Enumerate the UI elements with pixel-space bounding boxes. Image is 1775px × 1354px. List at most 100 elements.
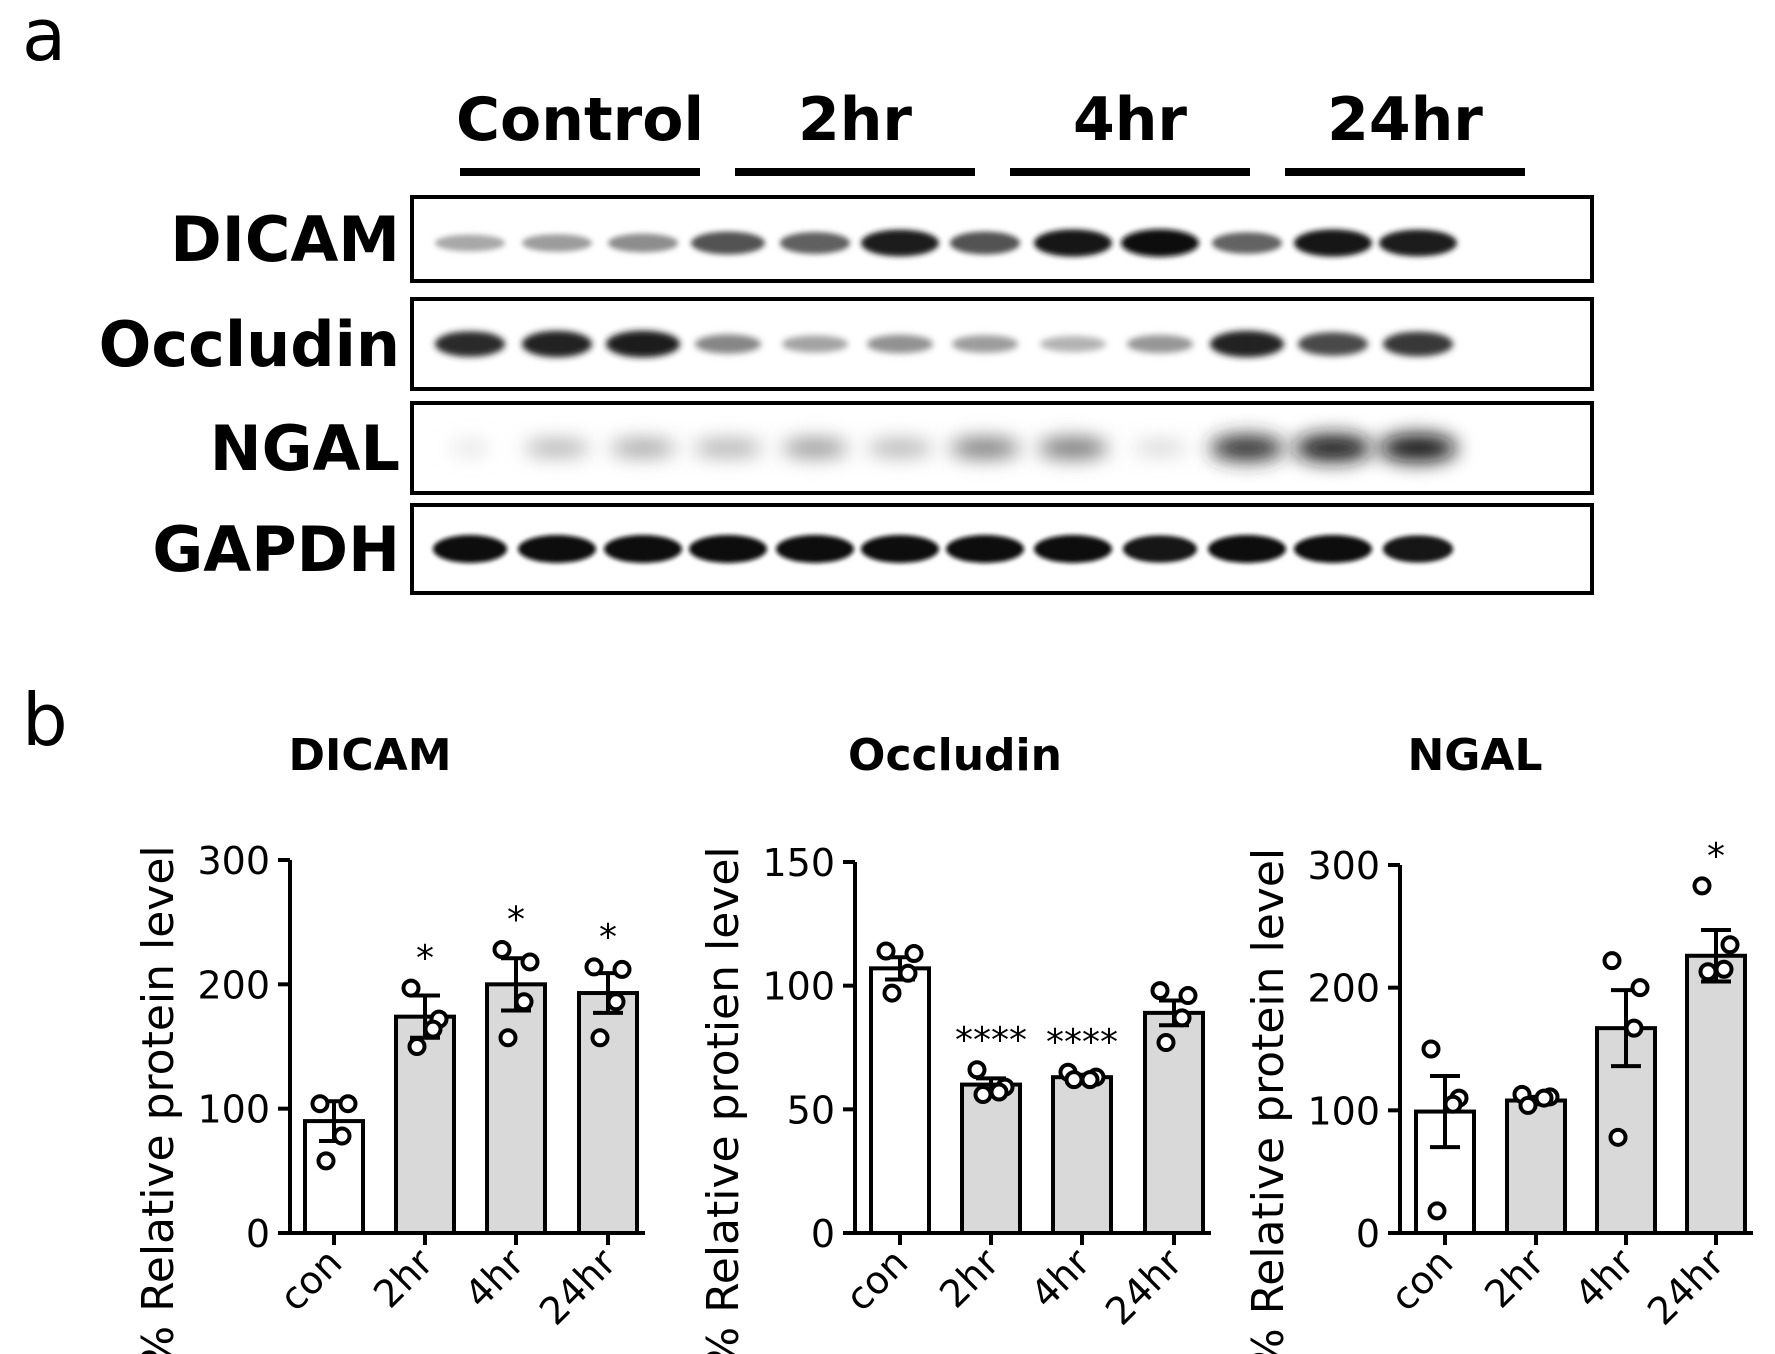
data-point: [904, 944, 924, 964]
data-point: [1608, 1127, 1628, 1147]
data-point: [606, 992, 626, 1012]
data-point: [407, 1037, 427, 1056]
blot-row-label: GAPDH: [152, 513, 400, 586]
chart-dicam: DICAM % Relative protein level 0 100 200 300 c…: [133, 730, 645, 1354]
bar: [1685, 953, 1747, 1235]
blot-band: [1209, 330, 1285, 358]
blot-band: [1121, 229, 1199, 257]
blot-band: [1209, 435, 1285, 461]
blot-band: [1208, 535, 1286, 563]
blot-band: [694, 334, 762, 354]
y-tick-label: 100: [1307, 1089, 1380, 1133]
data-point: [423, 1019, 443, 1039]
y-axis-label: % Relative protien level: [698, 846, 749, 1354]
blot-band: [1037, 437, 1109, 459]
x-tick-label: con: [271, 1240, 350, 1319]
blot-band: [434, 234, 506, 252]
lane-group-label: 2hr: [798, 85, 912, 155]
data-point: [989, 1082, 1009, 1102]
x-tick-label: 2hr: [931, 1240, 1008, 1317]
blot-band: [1122, 535, 1198, 563]
significance-marker: *: [1707, 836, 1725, 877]
bar: [1143, 1010, 1205, 1236]
blot-band: [1132, 441, 1188, 455]
blot-band: [609, 439, 677, 457]
blot-band: [949, 437, 1021, 459]
data-point: [1714, 959, 1734, 979]
blot-band: [866, 439, 934, 457]
blot-rows: DICAM Occludin NGAL GAPDH: [99, 195, 1594, 595]
x-tick-label: 24hr: [1639, 1240, 1733, 1334]
data-point: [514, 992, 534, 1012]
blot-band: [779, 232, 851, 254]
lane-group-label: Control: [456, 85, 704, 155]
y-tick-label: 300: [1307, 844, 1380, 888]
data-point: [401, 978, 421, 998]
blot-band: [861, 535, 939, 563]
bar: [394, 1014, 456, 1235]
data-point: [973, 1084, 993, 1104]
y-tick-label: 100: [762, 965, 835, 1009]
blot-band: [1379, 229, 1457, 257]
blot-band: [689, 535, 767, 563]
blot-band: [521, 234, 593, 252]
blot-band: [951, 335, 1019, 353]
chart-title: NGAL: [1407, 730, 1542, 781]
blot-band: [1294, 535, 1372, 563]
blot-row-occludin: Occludin: [99, 297, 1594, 391]
blot-band: [518, 535, 596, 563]
x-tick-label: 2hr: [1476, 1240, 1553, 1317]
panel-a-letter: a: [22, 0, 66, 77]
chart-ngal: NGAL % Relative protein level 0 100 200 300 co…: [1243, 730, 1753, 1354]
blot-band: [946, 535, 1024, 563]
bar: [1051, 1075, 1113, 1236]
x-tick-label: 24hr: [1097, 1240, 1191, 1334]
bar: [869, 966, 931, 1235]
data-point: [882, 983, 902, 1003]
data-point: [1692, 876, 1712, 896]
panel-a: a Control 2hr 4hr 24hr DICAM Occludin NGAL GAP…: [22, 0, 1594, 595]
y-tick-label: 50: [787, 1088, 835, 1132]
data-point: [1720, 935, 1740, 955]
blot-row-label: DICAM: [170, 203, 400, 276]
blot-band: [1039, 336, 1107, 352]
blot-band: [861, 229, 939, 257]
lane-group-headers: Control 2hr 4hr 24hr: [456, 85, 1525, 176]
blot-band: [523, 439, 591, 457]
bar: [960, 1082, 1022, 1235]
significance-marker: *: [599, 917, 617, 958]
data-point: [876, 941, 896, 961]
blot-band: [776, 535, 854, 563]
lane-group-label: 24hr: [1327, 85, 1483, 155]
blot-band: [1034, 229, 1112, 257]
data-point: [316, 1151, 336, 1171]
blot-row-ngal: NGAL: [210, 401, 1594, 495]
data-point: [612, 959, 632, 979]
panel-b-letter: b: [22, 678, 68, 762]
data-point: [520, 952, 540, 972]
significance-marker: ****: [955, 1020, 1027, 1061]
data-point: [967, 1060, 987, 1080]
chart-occludin: Occludin % Relative protien level 0 50 100 15…: [698, 730, 1211, 1354]
blot-band: [1294, 434, 1372, 462]
blot-band: [1294, 229, 1372, 257]
data-point: [590, 1028, 610, 1048]
blot-band: [605, 330, 681, 358]
data-point: [1624, 1018, 1644, 1038]
data-point: [332, 1126, 352, 1146]
blot-band: [949, 231, 1021, 255]
blot-band: [690, 231, 766, 255]
blot-band: [434, 331, 506, 357]
data-point: [1698, 962, 1718, 982]
blot-row-label: Occludin: [99, 308, 400, 381]
blot-band: [1034, 535, 1112, 563]
blot-band: [1382, 535, 1454, 563]
blot-band: [607, 233, 679, 253]
data-point: [1518, 1095, 1538, 1115]
lane-group-label: 4hr: [1073, 85, 1187, 155]
y-axis-label: % Relative protein level: [1243, 848, 1294, 1354]
data-point: [1178, 986, 1198, 1006]
y-tick-label: 300: [197, 839, 270, 883]
blot-band: [1382, 331, 1454, 357]
y-tick-label: 200: [1307, 967, 1380, 1011]
